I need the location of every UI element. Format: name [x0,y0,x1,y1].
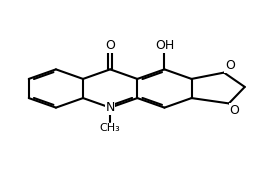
Text: CH₃: CH₃ [100,123,121,133]
Text: O: O [230,104,240,117]
Text: OH: OH [155,39,174,52]
Text: N: N [105,101,115,114]
Text: O: O [105,39,115,52]
Text: O: O [225,59,235,72]
